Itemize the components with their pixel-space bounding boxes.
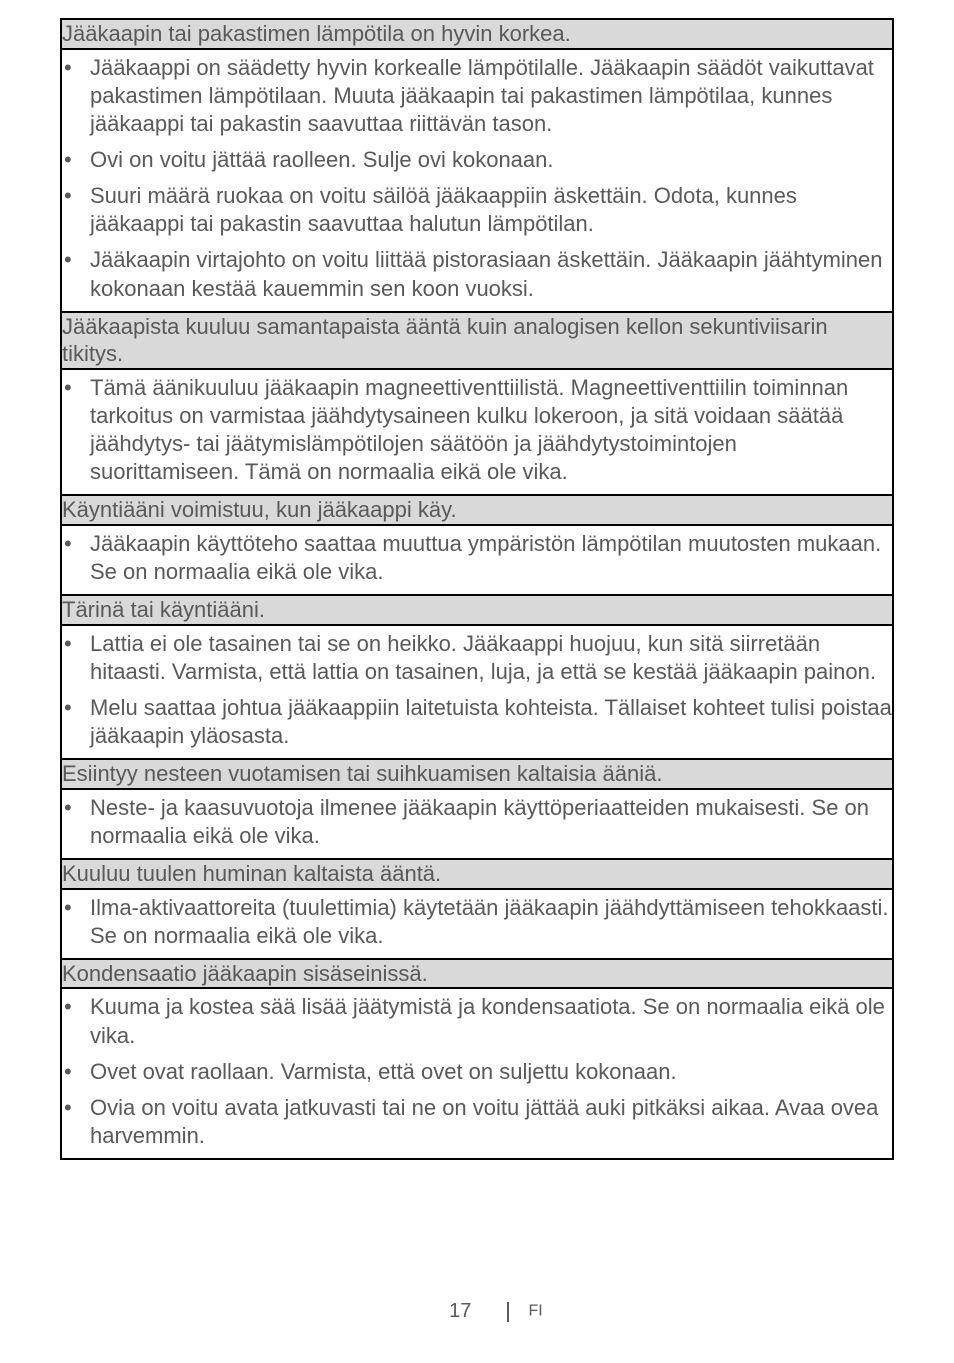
- list-item: Jääkaappi on säädetty hyvin korkealle lä…: [62, 54, 892, 138]
- section-body: Ilma-aktivaattoreita (tuulettimia) käyte…: [61, 889, 893, 959]
- section-header: Jääkaapista kuuluu samantapaista ääntä k…: [61, 312, 893, 369]
- list-item: Ovi on voitu jättää raolleen. Sulje ovi …: [62, 146, 892, 174]
- list-item: Lattia ei ole tasainen tai se on heikko.…: [62, 630, 892, 686]
- footer-separator: [507, 1302, 509, 1322]
- section-header: Käyntiääni voimistuu, kun jääkaappi käy.: [61, 495, 893, 525]
- list-item: Ilma-aktivaattoreita (tuulettimia) käyte…: [62, 894, 892, 950]
- bullet-list: Ilma-aktivaattoreita (tuulettimia) käyte…: [62, 894, 892, 950]
- section-header: Kuuluu tuulen huminan kaltaista ääntä.: [61, 859, 893, 889]
- list-item: Ovet ovat raollaan. Varmista, että ovet …: [62, 1058, 892, 1086]
- bullet-list: Jääkaapin käyttöteho saattaa muuttua ymp…: [62, 530, 892, 586]
- bullet-list: Lattia ei ole tasainen tai se on heikko.…: [62, 630, 892, 751]
- list-item: Suuri määrä ruokaa on voitu säilöä jääka…: [62, 182, 892, 238]
- footer-language: FI: [528, 1303, 542, 1320]
- bullet-list: Jääkaappi on säädetty hyvin korkealle lä…: [62, 54, 892, 303]
- bullet-list: Neste- ja kaasuvuotoja ilmenee jääkaapin…: [62, 794, 892, 850]
- section-body: Lattia ei ole tasainen tai se on heikko.…: [61, 625, 893, 760]
- section-body: Jääkaapin käyttöteho saattaa muuttua ymp…: [61, 525, 893, 595]
- bullet-list: Kuuma ja kostea sää lisää jäätymistä ja …: [62, 993, 892, 1150]
- section-body: Kuuma ja kostea sää lisää jäätymistä ja …: [61, 988, 893, 1159]
- section-body: Jääkaappi on säädetty hyvin korkealle lä…: [61, 49, 893, 312]
- section-header: Tärinä tai käyntiääni.: [61, 595, 893, 625]
- list-item: Kuuma ja kostea sää lisää jäätymistä ja …: [62, 993, 892, 1049]
- bullet-list: Tämä äänikuuluu jääkaapin magneettiventt…: [62, 374, 892, 487]
- page-footer: 17 FI: [60, 1300, 894, 1323]
- page-number: 17: [411, 1300, 501, 1323]
- list-item: Ovia on voitu avata jatkuvasti tai ne on…: [62, 1094, 892, 1150]
- list-item: Jääkaapin käyttöteho saattaa muuttua ymp…: [62, 530, 892, 586]
- troubleshooting-table: Jääkaapin tai pakastimen lämpötila on hy…: [60, 18, 894, 1160]
- section-body: Neste- ja kaasuvuotoja ilmenee jääkaapin…: [61, 789, 893, 859]
- section-header: Jääkaapin tai pakastimen lämpötila on hy…: [61, 19, 893, 49]
- section-header: Esiintyy nesteen vuotamisen tai suihkuam…: [61, 759, 893, 789]
- list-item: Melu saattaa johtua jääkaappiin laitetui…: [62, 694, 892, 750]
- section-header: Kondensaatio jääkaapin sisäseinissä.: [61, 959, 893, 989]
- page: Jääkaapin tai pakastimen lämpötila on hy…: [0, 0, 954, 1363]
- section-body: Tämä äänikuuluu jääkaapin magneettiventt…: [61, 369, 893, 496]
- list-item: Neste- ja kaasuvuotoja ilmenee jääkaapin…: [62, 794, 892, 850]
- list-item: Tämä äänikuuluu jääkaapin magneettiventt…: [62, 374, 892, 487]
- list-item: Jääkaapin virtajohto on voitu liittää pi…: [62, 246, 892, 302]
